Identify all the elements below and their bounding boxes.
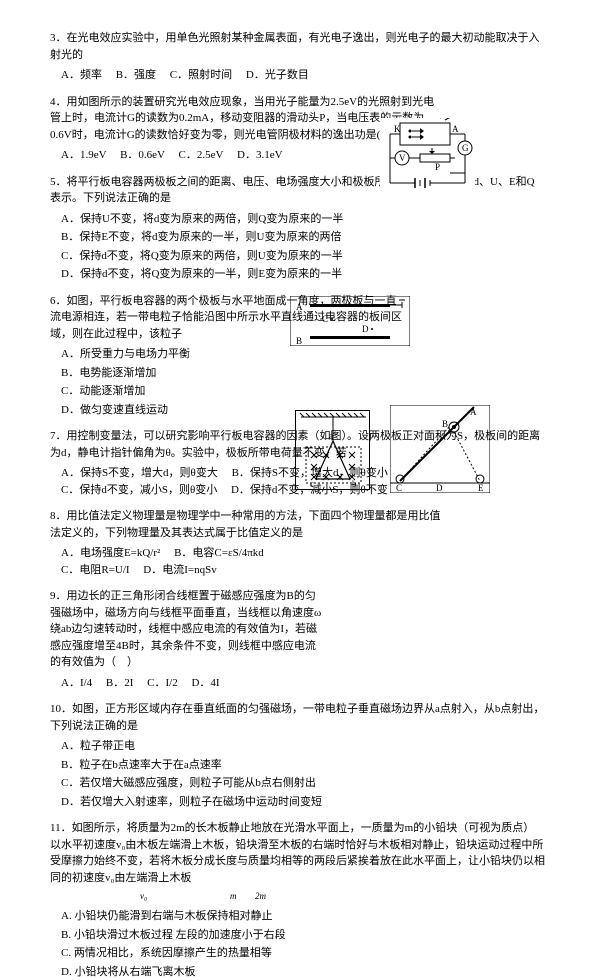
q8-stem-text: 用比值法定义物理量是物理学中一种常用的方法，下面四个物理量都是用比值法定义的，下…	[50, 510, 441, 539]
q10-stem: 10．如图，正方形区域内存在垂直纸面的匀强磁场，一带电粒子垂直磁场边界从a点射入…	[50, 701, 545, 734]
q5-options: A．保持U不变，将d变为原来的两倍，则Q变为原来的一半 B．保持E不变，将d变为…	[50, 211, 545, 283]
q6-options: A．所受重力与电场力平衡 B．电势能逐渐增加 C．动能逐渐增加 D．做匀变速直线…	[50, 346, 405, 418]
svg-text:b: b	[352, 479, 357, 489]
q9-opt-a: A．I/4	[61, 677, 92, 689]
q6-opt-a: A．所受重力与电场力平衡	[61, 346, 405, 363]
circuit-icon: K A G V P	[380, 118, 475, 196]
q4-stem: 4．用如图所示的装置研究光电效应现象，当用光子能量为2.5eV的光照射到光电管上…	[50, 94, 435, 144]
symbol-2m: 2m	[255, 890, 266, 904]
q10-opt-b: B．粒子在b点速率大于在a点速率	[61, 757, 545, 774]
q6-opt-b: B．电势能逐渐增加	[61, 365, 405, 382]
q10-opt-d: D．若仅增大入射速率，则粒子在磁场中运动时间变短	[61, 794, 545, 811]
svg-text:A: A	[452, 124, 459, 134]
figure-q9-triangle: a c b	[295, 410, 370, 490]
q9-options: A．I/4 B．2I C．I/2 D．4I	[50, 675, 325, 692]
q10-options: A．粒子带正电 B．粒子在b点速率大于在a点速率 C．若仅增大磁感应强度，则粒子…	[50, 738, 545, 810]
q9-stem-text: 用边长的正三角形闭合线框置于磁感应强度为B的匀强磁场中，磁场方向与线框平面垂直，…	[50, 590, 321, 668]
q11-opt-c: C. 两情况相比，系统因摩擦产生的热量相等	[61, 945, 545, 962]
q8-opt-d: D．电流I=nqSv	[143, 564, 216, 576]
q5-opt-c: C．保持d不变，将Q变为原来的两倍，则U变为原来的一半	[61, 248, 545, 265]
question-11: 11．如图所示，将质量为2m的长木板静止地放在光滑水平面上，一质量为m的小铅块（…	[50, 820, 545, 980]
q4-options: A．1.9eV B．0.6eV C．2.5eV D．3.1eV	[50, 147, 435, 164]
svg-text:E: E	[478, 483, 484, 493]
svg-text:C: C	[322, 314, 328, 324]
q4-opt-b: B．0.6eV	[120, 149, 165, 161]
q3-opt-d: D．光子数目	[246, 69, 309, 81]
svg-text:c: c	[310, 479, 314, 489]
q5-opt-d: D．保持d不变，将Q变为原来的一半，则E变为原来的一半	[61, 266, 545, 283]
q3-opt-b: B．强度	[116, 69, 156, 81]
q4-opt-d: D．3.1eV	[237, 149, 283, 161]
svg-text:A: A	[470, 407, 477, 417]
q11-opt-a: A. 小铅块仍能滑到右端与木板保持相对静止	[61, 908, 545, 925]
triangle-field-icon: a c b	[296, 411, 371, 491]
q9-opt-b: B．2I	[106, 677, 134, 689]
q11-stem: 11．如图所示，将质量为2m的长木板静止地放在光滑水平面上，一质量为m的小铅块（…	[50, 820, 545, 886]
q11-opt-d: D. 小铅块将从右端飞离木板	[61, 964, 545, 980]
svg-text:B: B	[296, 336, 302, 346]
figure-q4-circuit: K A G V P	[380, 118, 475, 196]
q11-options: A. 小铅块仍能滑到右端与木板保持相对静止 B. 小铅块滑过木板过程 左段的加速…	[50, 908, 545, 980]
q6-opt-c: C．动能逐渐增加	[61, 383, 405, 400]
q11-opt-b: B. 小铅块滑过木板过程 左段的加速度小于右段	[61, 927, 545, 944]
q4-opt-c: C．2.5eV	[179, 149, 224, 161]
svg-text:C: C	[396, 483, 402, 493]
q10-opt-a: A．粒子带正电	[61, 738, 545, 755]
q3-stem: 3．在光电效应实验中，用单色光照射某种金属表面，有光电子逸出，则光电子的最大初动…	[50, 30, 545, 63]
q8-options: A．电场强度E=kQ/r² B．电容C=εS/4πkd C．电阻R=U/I D．…	[50, 545, 445, 578]
q8-stem: 8．用比值法定义物理量是物理学中一种常用的方法，下面四个物理量都是用比值法定义的…	[50, 508, 445, 541]
q3-stem-text: 在光电效应实验中，用单色光照射某种金属表面，有光电子逸出，则光电子的最大初动能取…	[50, 32, 540, 61]
figure-q10-incline: A B C D E	[390, 405, 490, 493]
q4-opt-a: A．1.9eV	[61, 149, 106, 161]
symbol-m: m	[230, 890, 237, 904]
svg-text:A: A	[296, 302, 303, 312]
plates-icon: A C D B	[290, 296, 410, 346]
svg-text:B: B	[442, 419, 448, 429]
q5-opt-a: A．保持U不变，将d变为原来的两倍，则Q变为原来的一半	[61, 211, 545, 228]
q5-opt-b: B．保持E不变，将d变为原来的一半，则U变为原来的两倍	[61, 229, 545, 246]
figure-q6-plates: A C D B	[290, 296, 410, 346]
q10-stem-text: 如图，正方形区域内存在垂直纸面的匀强磁场，一带电粒子垂直磁场边界从a点射入，从b…	[50, 703, 544, 732]
svg-text:a: a	[329, 431, 333, 441]
svg-text:K: K	[394, 124, 401, 134]
svg-text:V: V	[399, 153, 406, 163]
q9-opt-c: C．I/2	[147, 677, 178, 689]
q3-opt-a: A．频率	[61, 69, 102, 81]
svg-text:D: D	[362, 324, 369, 334]
q3-opt-c: C．照射时间	[170, 69, 232, 81]
q10-opt-c: C．若仅增大磁感应强度，则粒子可能从b点右侧射出	[61, 775, 545, 792]
incline-icon: A B C D E	[390, 405, 490, 493]
symbol-v0: v₀	[140, 890, 147, 904]
q7-opt-a: A．保持S不变，增大d，则θ变大	[61, 467, 218, 479]
q8-opt-c: C．电阻R=U/I	[61, 564, 130, 576]
svg-text:D: D	[436, 483, 443, 493]
q8-opt-a: A．电场强度E=kQ/r²	[61, 547, 160, 559]
q9-opt-d: D．4I	[191, 677, 219, 689]
svg-text:P: P	[435, 162, 440, 172]
q3-options: A．频率 B．强度 C．照射时间 D．光子数目	[50, 67, 545, 84]
q4-stem-text: 用如图所示的装置研究光电效应现象，当用光子能量为2.5eV的光照射到光电管上时，…	[50, 96, 434, 141]
svg-text:G: G	[462, 143, 469, 153]
q9-stem: 9．用边长的正三角形闭合线框置于磁感应强度为B的匀强磁场中，磁场方向与线框平面垂…	[50, 588, 325, 671]
question-10: 10．如图，正方形区域内存在垂直纸面的匀强磁场，一带电粒子垂直磁场边界从a点射入…	[50, 701, 545, 810]
question-8: 8．用比值法定义物理量是物理学中一种常用的方法，下面四个物理量都是用比值法定义的…	[50, 508, 545, 578]
question-9: 9．用边长的正三角形闭合线框置于磁感应强度为B的匀强磁场中，磁场方向与线框平面垂…	[50, 588, 545, 691]
q8-opt-b: B．电容C=εS/4πkd	[174, 547, 264, 559]
q11-stem-text: 如图所示，将质量为2m的长木板静止地放在光滑水平面上，一质量为m的小铅块（可视为…	[50, 822, 545, 884]
q7-opt-c: C．保持d不变，减小S，则θ变小	[61, 484, 217, 496]
q11-diagram-row: v₀ m 2m	[50, 890, 545, 908]
question-3: 3．在光电效应实验中，用单色光照射某种金属表面，有光电子逸出，则光电子的最大初动…	[50, 30, 545, 84]
